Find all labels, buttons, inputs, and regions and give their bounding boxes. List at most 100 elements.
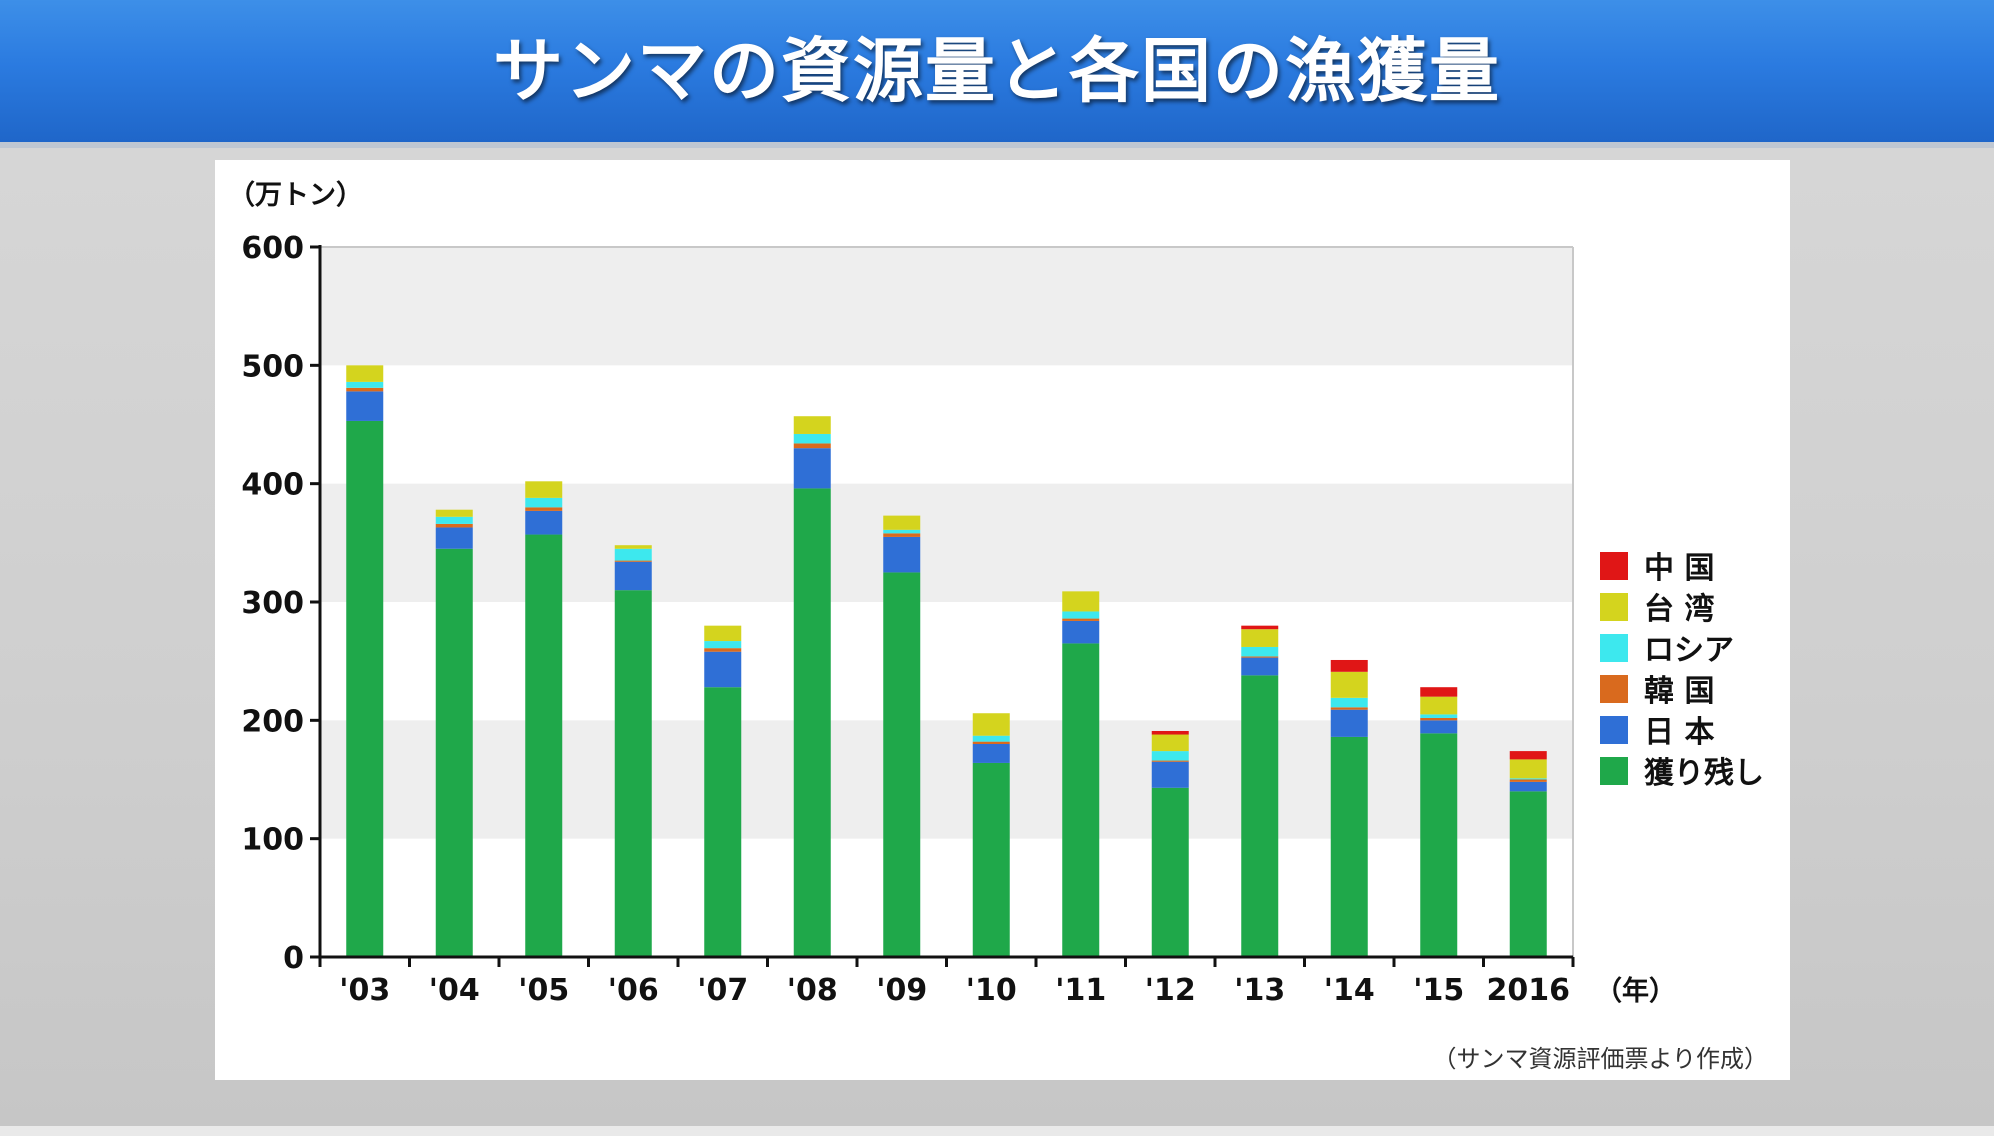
legend-label: 獲り残し (1644, 756, 1764, 791)
legend-label: 中 国 (1644, 551, 1714, 586)
footer-strip (0, 1126, 1994, 1136)
grid-band (320, 483, 1573, 602)
legend-swatch (1600, 634, 1628, 662)
bar-segment (525, 507, 563, 511)
bar-segment (1330, 709, 1368, 737)
x-tick-label: '13 (1234, 973, 1285, 1008)
bar-segment (1241, 625, 1279, 630)
legend-swatch (1600, 552, 1628, 580)
bar-segment (793, 433, 831, 444)
bar-segment (1062, 591, 1100, 612)
bar-segment (346, 420, 384, 957)
bar-segment (1420, 717, 1458, 721)
bar-segment (1420, 714, 1458, 718)
x-tick-label: '10 (966, 973, 1017, 1008)
title-banner: サンマの資源量と各国の漁獲量 (0, 0, 1994, 148)
y-axis-unit: （万トン） (228, 180, 363, 211)
bar-segment (883, 572, 921, 957)
bar-segment (972, 713, 1010, 736)
bar-segment (704, 651, 742, 688)
bar-segment (1151, 760, 1189, 762)
x-tick-label: '12 (1145, 973, 1196, 1008)
stacked-bar-chart: 0 100 200 300 400 500 600 '03 '04 '05 '06 '07 '08 '09… (228, 180, 1768, 1073)
bar-segment (1241, 646, 1279, 657)
bar-segment (614, 548, 652, 561)
y-tick-label: 400 (241, 468, 304, 503)
x-tick-label: '06 (608, 973, 659, 1008)
bar-segment (346, 387, 384, 392)
bar-segment (525, 534, 563, 957)
y-tick-label: 600 (241, 231, 304, 266)
bar-segment (1509, 779, 1547, 782)
bar-segment (1241, 657, 1279, 676)
bar-segment (435, 516, 473, 524)
bar-segment (1509, 759, 1547, 779)
bar-segment (1420, 696, 1458, 715)
bar-segment (1151, 761, 1189, 788)
y-tick-label: 500 (241, 349, 304, 384)
bar-segment (704, 648, 742, 652)
legend-label: 韓 国 (1644, 674, 1714, 709)
bar-segment (1420, 720, 1458, 734)
bar-segment (435, 523, 473, 528)
bar-segment (1330, 671, 1368, 698)
bar-segment (1509, 791, 1547, 957)
bar-segment (1330, 736, 1368, 957)
bar-segment (1062, 618, 1100, 621)
x-tick-label: 2016 (1487, 973, 1571, 1008)
legend-swatch (1600, 716, 1628, 744)
bar-segment (883, 536, 921, 573)
bar-segment (1062, 643, 1100, 957)
x-tick-label: '15 (1413, 973, 1464, 1008)
source-note: （サンマ資源評価票より作成） (1432, 1045, 1768, 1073)
bar-segment (1151, 730, 1189, 735)
y-tick-label: 300 (241, 586, 304, 621)
bar-segment (1062, 611, 1100, 619)
bar-segment (1330, 659, 1368, 672)
bar-segment (793, 448, 831, 489)
x-tick-label: '09 (876, 973, 927, 1008)
bar-segment (793, 443, 831, 449)
y-tick-label: 0 (283, 941, 304, 976)
legend-label: ロシア (1644, 633, 1734, 668)
bar-segment (883, 529, 921, 534)
bar-segment (1151, 734, 1189, 752)
bar-segment (704, 687, 742, 957)
bar-segment (435, 527, 473, 549)
x-tick-label: '05 (518, 973, 569, 1008)
bar-segment (614, 545, 652, 549)
legend-swatch (1600, 757, 1628, 785)
bar-segment (435, 509, 473, 517)
bar-segment (1509, 781, 1547, 792)
bar-segment (793, 416, 831, 434)
bar-segment (972, 762, 1010, 957)
legend-label: 日 本 (1644, 715, 1714, 750)
bar-segment (1420, 687, 1458, 697)
bar-segment (525, 510, 563, 535)
bar-segment (614, 560, 652, 562)
bar-segment (1151, 787, 1189, 957)
bar-segment (346, 391, 384, 421)
legend-swatch (1600, 593, 1628, 621)
bar-segment (525, 497, 563, 508)
bar-segment (1330, 697, 1368, 708)
bar-segment (1420, 733, 1458, 957)
x-tick-label: '04 (429, 973, 480, 1008)
bar-segment (1509, 751, 1547, 760)
bar-segment (1151, 751, 1189, 761)
bar-segment (1509, 778, 1547, 780)
bar-segment (704, 641, 742, 649)
bar-segment (704, 625, 742, 642)
bar-segment (1241, 675, 1279, 957)
x-tick-label: '11 (1055, 973, 1106, 1008)
x-tick-label: '07 (697, 973, 748, 1008)
bar-segment (614, 590, 652, 957)
legend-swatch (1600, 675, 1628, 703)
chart-panel: 0 100 200 300 400 500 600 '03 '04 '05 '06 '07 '08 '09… (215, 160, 1790, 1080)
grid-band (320, 720, 1573, 839)
y-tick-label: 100 (241, 823, 304, 858)
bar-segment (793, 488, 831, 957)
bar-segment (435, 548, 473, 957)
bar-segment (1330, 707, 1368, 710)
bar-segment (883, 533, 921, 537)
